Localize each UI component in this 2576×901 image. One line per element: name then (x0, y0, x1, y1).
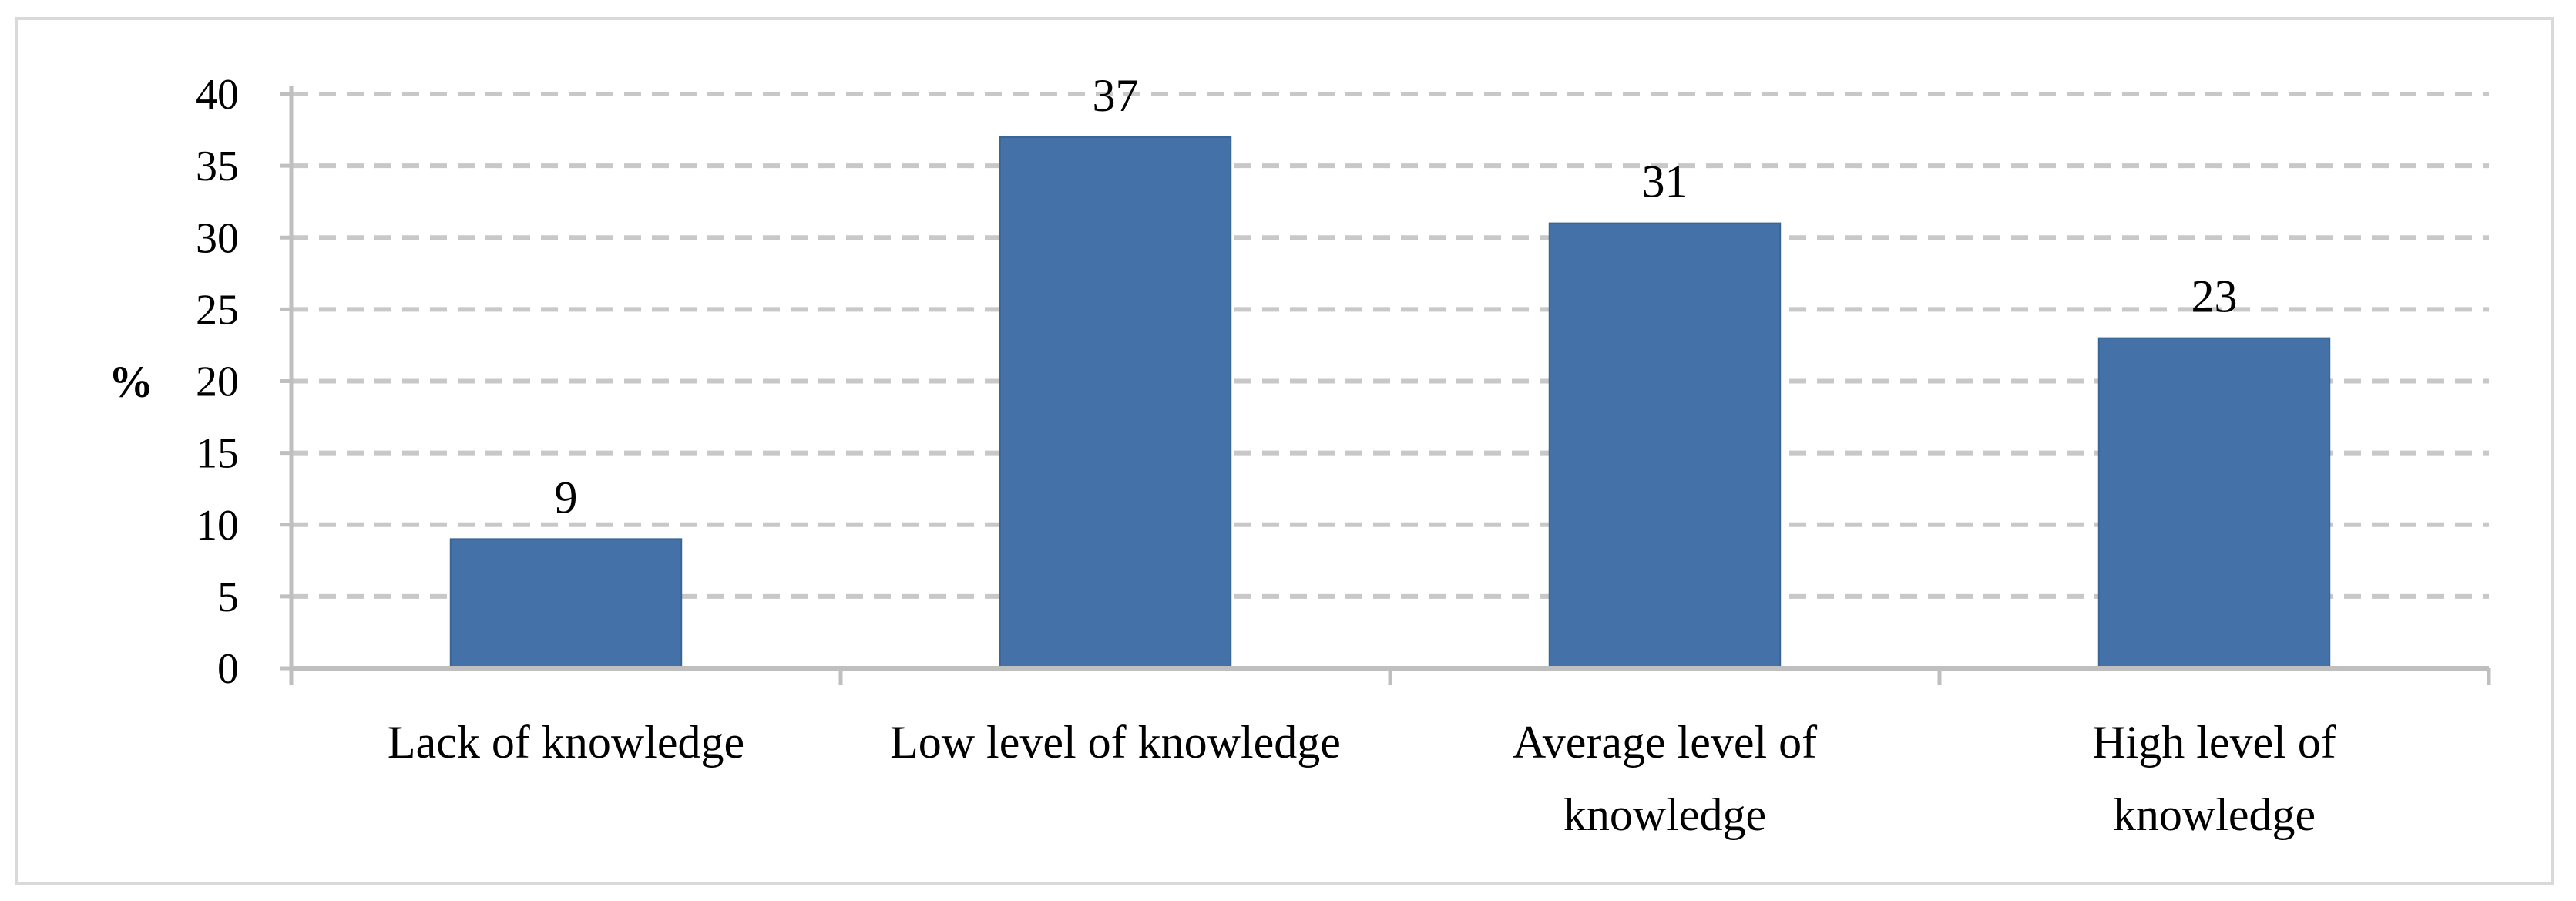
bar (449, 538, 683, 669)
x-tick-label: Average level of (1513, 717, 1817, 768)
y-tick-label: 35 (196, 143, 239, 190)
data-labels: 9 37 31 23 (555, 70, 2238, 523)
bars (449, 136, 2331, 669)
y-tick-label: 20 (196, 358, 239, 406)
y-tick-label: 5 (217, 573, 239, 621)
data-label: 37 (1093, 70, 1139, 121)
x-tick-label: knowledge (1563, 789, 1766, 840)
y-tick-label: 0 (217, 645, 239, 693)
y-tick-label: 30 (196, 214, 239, 262)
y-tick-labels: 0 5 10 15 20 25 30 35 40 (196, 71, 291, 693)
bar (999, 136, 1232, 669)
data-label: 9 (555, 472, 578, 523)
x-tick-label: Lack of knowledge (388, 717, 744, 768)
y-tick-label: 40 (196, 71, 239, 119)
x-tick-labels: Lack of knowledge Low level of knowledge A… (388, 717, 2336, 840)
x-tick-label: Low level of knowledge (890, 717, 1341, 768)
data-label: 31 (1642, 156, 1688, 207)
bar (1548, 222, 1782, 669)
y-axis-label: % (109, 357, 153, 407)
x-tick-label: High level of (2092, 717, 2336, 768)
y-tick-label: 15 (196, 430, 239, 478)
bar (2097, 337, 2331, 669)
data-label: 23 (2191, 271, 2238, 322)
x-tick-label: knowledge (2113, 789, 2316, 840)
y-tick-label: 10 (196, 502, 239, 550)
y-tick-label: 25 (196, 286, 239, 334)
axes (289, 86, 2491, 685)
